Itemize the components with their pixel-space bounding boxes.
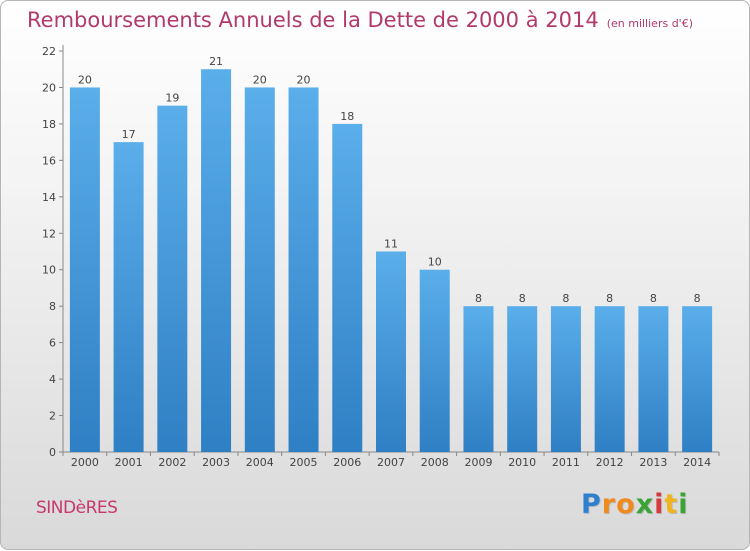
y-tick-label: 16 xyxy=(42,154,56,167)
data-label: 10 xyxy=(428,256,442,269)
proxiti-logo: Proxiti xyxy=(581,489,689,520)
bar xyxy=(332,123,363,452)
y-tick-label: 10 xyxy=(42,264,56,277)
x-tick-label: 2008 xyxy=(421,456,449,469)
bar xyxy=(507,306,538,452)
x-tick-label: 2003 xyxy=(202,456,230,469)
data-label: 20 xyxy=(78,73,92,86)
y-tick-label: 0 xyxy=(49,446,56,459)
town-name: SINDèRES xyxy=(36,498,118,518)
data-label: 11 xyxy=(384,238,398,251)
data-label: 8 xyxy=(475,292,482,305)
bar xyxy=(376,251,406,452)
chart-title: Remboursements Annuels de la Dette de 20… xyxy=(27,8,693,32)
bar xyxy=(463,306,494,452)
y-tick-label: 6 xyxy=(49,337,56,350)
y-tick-label: 8 xyxy=(49,300,56,313)
y-tick-label: 22 xyxy=(42,45,56,58)
bar xyxy=(244,87,275,453)
data-label: 18 xyxy=(340,110,354,123)
logo-letter: x xyxy=(635,489,655,520)
data-label: 8 xyxy=(606,292,613,305)
x-tick-label: 2012 xyxy=(596,456,624,469)
logo-letter: r xyxy=(601,489,617,520)
y-tick-label: 12 xyxy=(42,227,56,240)
bar xyxy=(550,306,581,452)
y-tick-label: 18 xyxy=(42,118,56,131)
x-tick-label: 2002 xyxy=(158,456,186,469)
data-label: 20 xyxy=(253,73,267,86)
x-tick-label: 2006 xyxy=(333,456,361,469)
data-label: 8 xyxy=(562,292,569,305)
data-label: 8 xyxy=(519,292,526,305)
x-tick-label: 2014 xyxy=(683,456,711,469)
logo-letter: i xyxy=(678,489,689,520)
y-tick-label: 14 xyxy=(42,191,56,204)
logo-letter: o xyxy=(616,489,636,520)
data-label: 17 xyxy=(122,128,136,141)
bar xyxy=(682,306,713,452)
logo-letter: i xyxy=(654,489,665,520)
data-label: 19 xyxy=(165,92,179,105)
data-label: 8 xyxy=(694,292,701,305)
x-tick-label: 2007 xyxy=(377,456,405,469)
bar xyxy=(69,87,100,453)
y-tick-label: 20 xyxy=(42,81,56,94)
bar xyxy=(594,306,625,452)
x-tick-label: 2009 xyxy=(464,456,492,469)
x-tick-label: 2001 xyxy=(115,456,143,469)
x-tick-label: 2010 xyxy=(508,456,536,469)
bar xyxy=(201,69,232,453)
data-label: 20 xyxy=(297,73,311,86)
x-tick-label: 2013 xyxy=(639,456,667,469)
data-label: 21 xyxy=(209,55,223,68)
chart-subtitle: (en milliers d'€) xyxy=(606,17,693,30)
bar xyxy=(288,87,319,453)
bar xyxy=(157,105,188,452)
data-label: 8 xyxy=(650,292,657,305)
bar xyxy=(638,306,669,452)
logo-letter: P xyxy=(581,489,602,520)
bar xyxy=(419,269,450,452)
logo-letter: t xyxy=(664,489,679,520)
y-tick-label: 4 xyxy=(49,373,56,386)
x-tick-label: 2004 xyxy=(246,456,274,469)
x-tick-label: 2000 xyxy=(71,456,99,469)
x-tick-label: 2011 xyxy=(552,456,580,469)
bar xyxy=(113,142,144,453)
x-tick-label: 2005 xyxy=(290,456,318,469)
y-tick-label: 2 xyxy=(49,410,56,423)
